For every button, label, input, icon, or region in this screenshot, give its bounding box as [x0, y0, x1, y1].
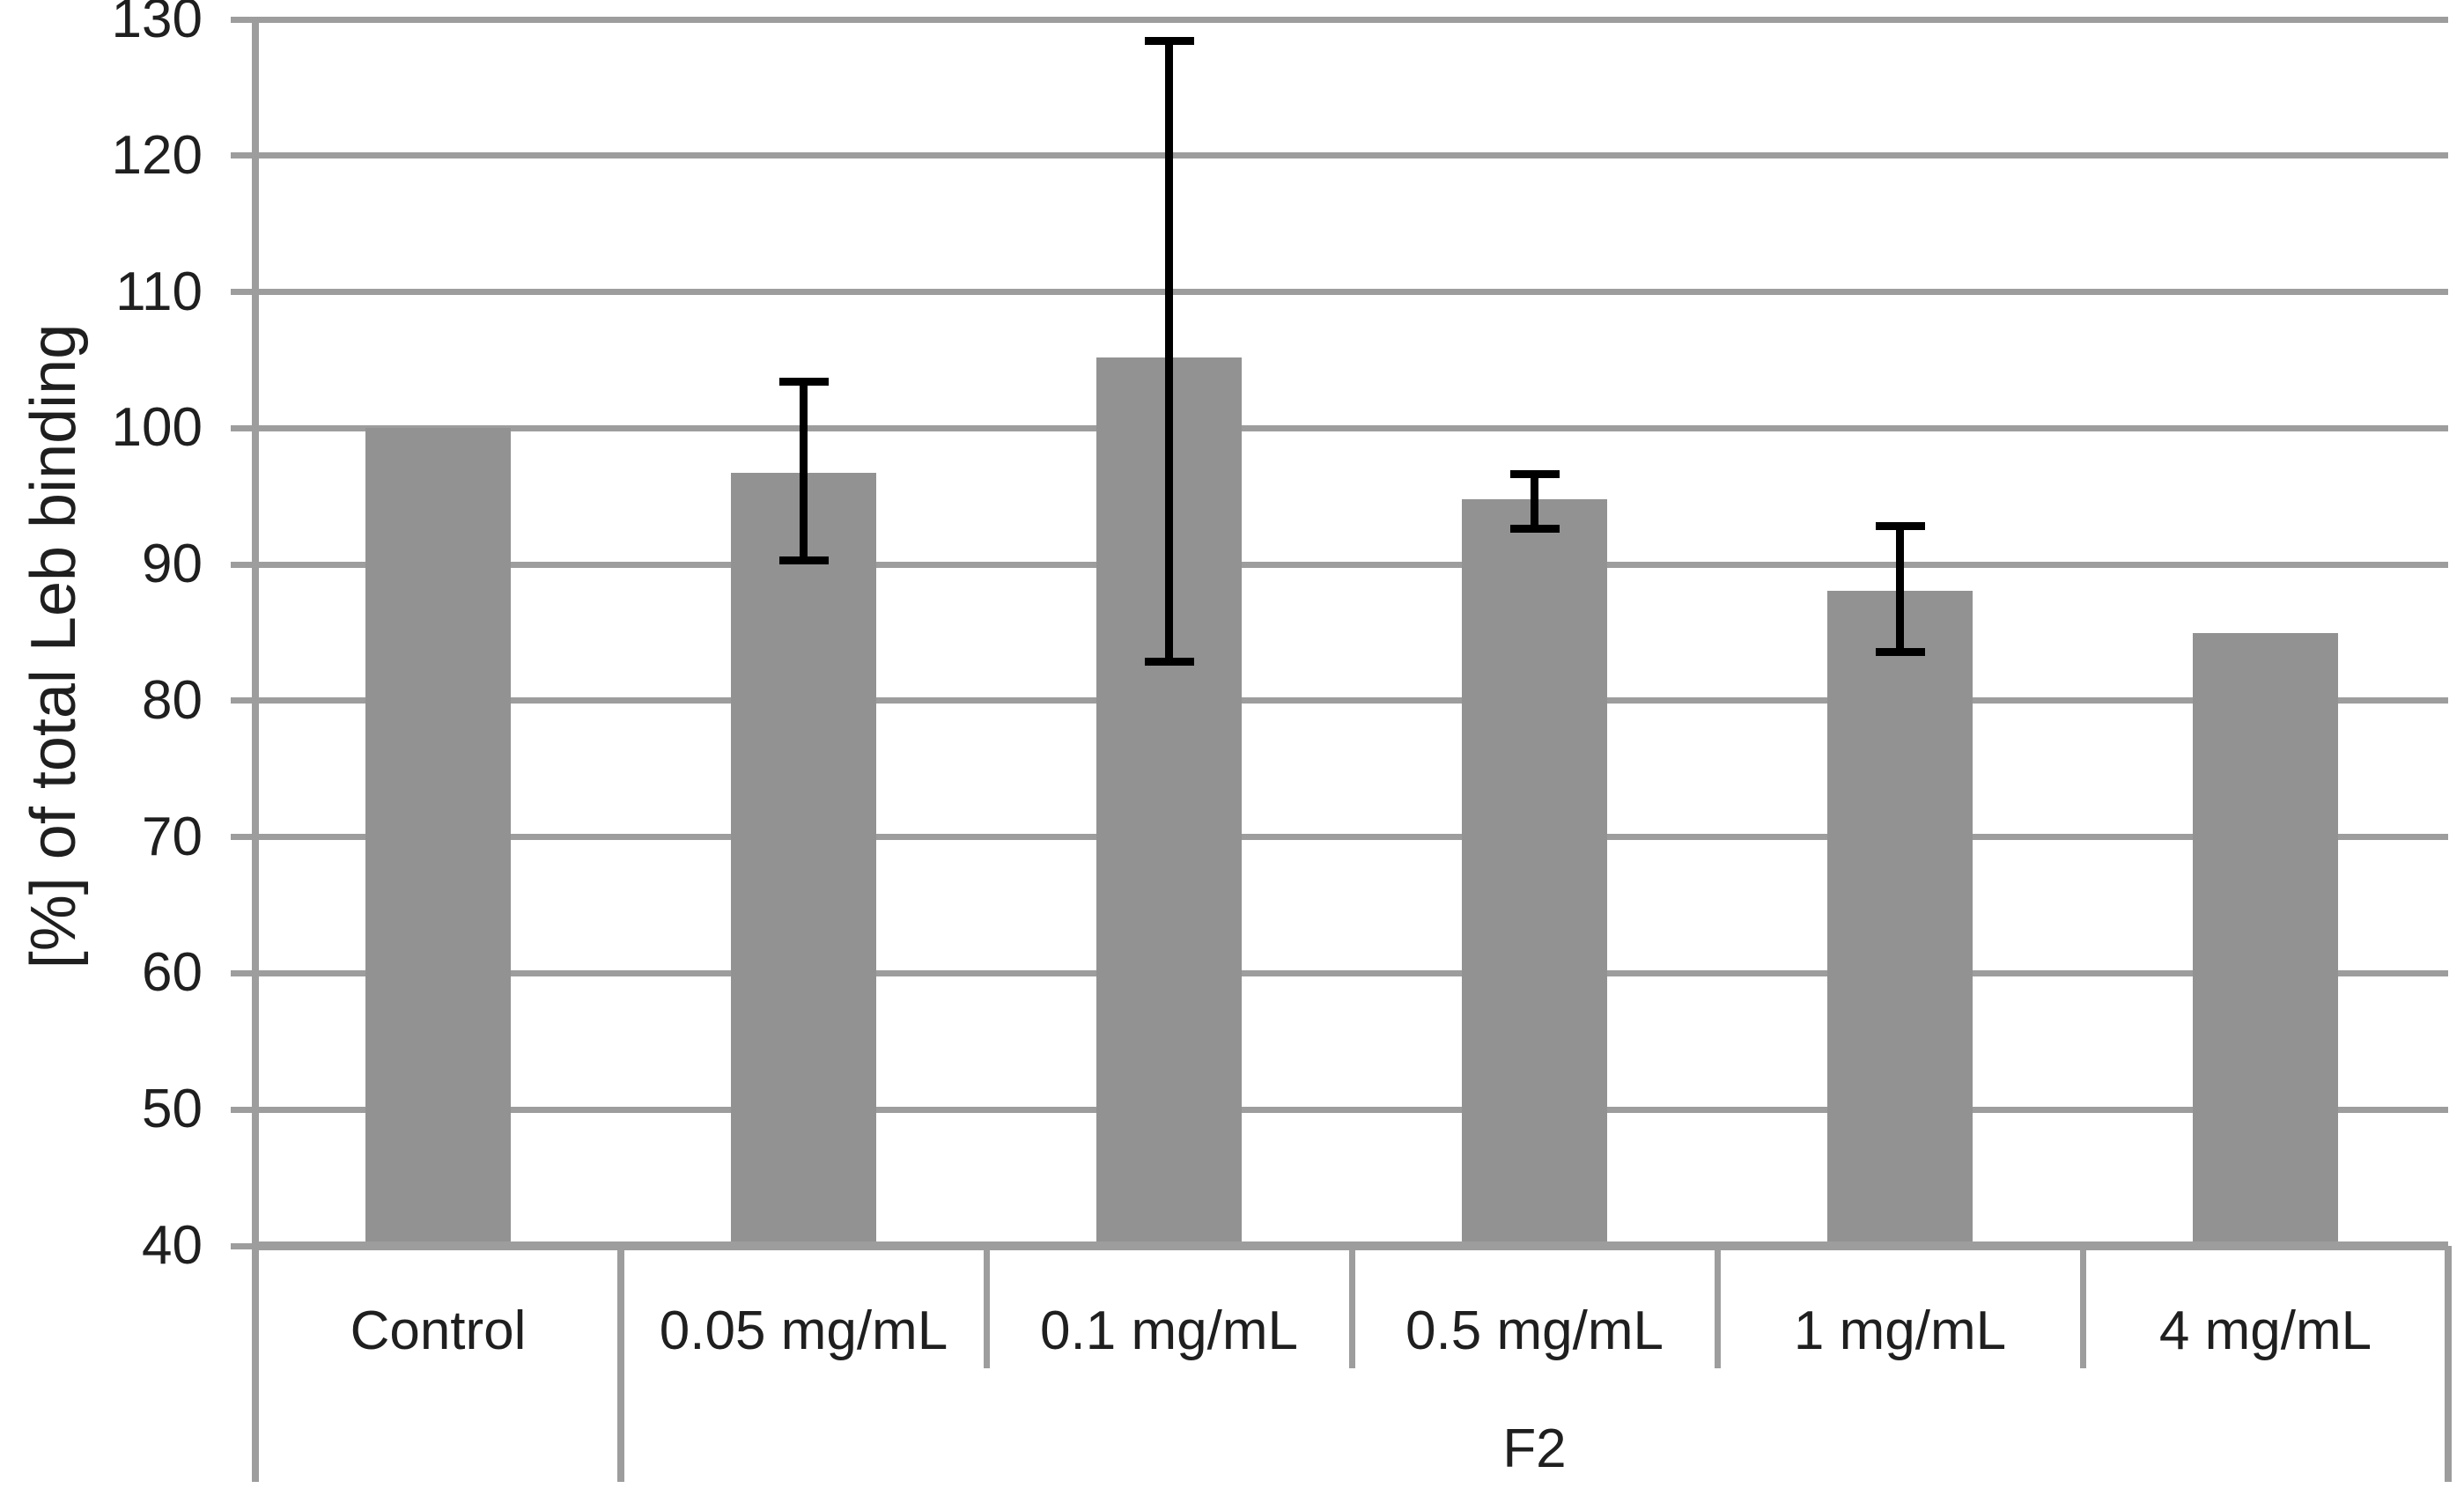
category-divider-control [617, 1246, 624, 1482]
y-tick-label: 80 [142, 669, 203, 731]
category-divider [1714, 1250, 1721, 1368]
category-divider [1348, 1250, 1355, 1368]
y-gridline [255, 152, 2448, 159]
y-tick-mark [231, 289, 255, 296]
y-gridline [255, 561, 2448, 568]
y-gridline [255, 289, 2448, 296]
bar-control [365, 428, 511, 1246]
y-tick-label: 100 [111, 397, 203, 459]
bar-0-05-mg-ml [731, 473, 876, 1246]
error-bar-line-0-1-mg-ml [1165, 41, 1173, 661]
error-bar-line-0-05-mg-ml [800, 381, 808, 561]
category-label-0-1-mg-ml: 0.1 mg/mL [1040, 1300, 1298, 1361]
y-tick-label: 60 [142, 942, 203, 1004]
bar-1-mg-ml [1827, 590, 1973, 1246]
error-bar-line-0-5-mg-ml [1531, 474, 1538, 529]
y-tick-mark [231, 1106, 255, 1113]
y-gridline [255, 16, 2448, 23]
y-tick-mark [231, 152, 255, 159]
y-tick-mark [231, 561, 255, 568]
error-bar-cap-top-0-05-mg-ml [778, 378, 829, 387]
bar-4-mg-ml [2193, 632, 2338, 1246]
y-tick-mark [231, 424, 255, 431]
y-tick-label: 130 [111, 0, 203, 49]
x-axis-line [255, 1241, 2448, 1250]
y-tick-mark [231, 834, 255, 841]
y-tick-label: 90 [142, 534, 203, 595]
y-tick-label: 70 [142, 806, 203, 867]
y-tick-label: 120 [111, 124, 203, 186]
y-gridline [255, 697, 2448, 704]
y-tick-mark [231, 697, 255, 704]
y-gridline [255, 424, 2448, 431]
y-gridline [255, 1106, 2448, 1113]
error-bar-cap-top-0-1-mg-ml [1144, 37, 1194, 46]
error-bar-cap-bottom-0-05-mg-ml [778, 556, 829, 564]
y-tick-label: 50 [142, 1079, 203, 1140]
error-bar-cap-bottom-0-1-mg-ml [1144, 657, 1194, 666]
category-label-0-05-mg-ml: 0.05 mg/mL [659, 1300, 948, 1361]
group-label: F2 [1502, 1418, 1567, 1479]
y-tick-mark [231, 969, 255, 976]
category-label-1-mg-ml: 1 mg/mL [1793, 1300, 2007, 1361]
y-gridline [255, 969, 2448, 976]
y-tick-label: 110 [115, 261, 203, 322]
category-divider [983, 1250, 990, 1368]
error-bar-cap-top-1-mg-ml [1875, 522, 1925, 531]
error-bar-cap-bottom-1-mg-ml [1875, 647, 1925, 656]
error-bar-line-1-mg-ml [1896, 526, 1904, 652]
error-bar-cap-top-0-5-mg-ml [1509, 470, 1560, 479]
y-axis-line [252, 19, 259, 1482]
y-gridline [255, 834, 2448, 841]
bar-0-5-mg-ml [1462, 498, 1607, 1246]
y-tick-mark [231, 16, 255, 23]
y-tick-label: 40 [142, 1215, 203, 1276]
axis-right-border [2445, 1246, 2452, 1482]
category-label-control: Control [350, 1300, 527, 1361]
category-label-0-5-mg-ml: 0.5 mg/mL [1405, 1300, 1664, 1361]
category-label-4-mg-ml: 4 mg/mL [2158, 1300, 2372, 1361]
error-bar-cap-bottom-0-5-mg-ml [1509, 525, 1560, 534]
category-divider [2079, 1250, 2086, 1368]
y-tick-mark [231, 1242, 255, 1249]
